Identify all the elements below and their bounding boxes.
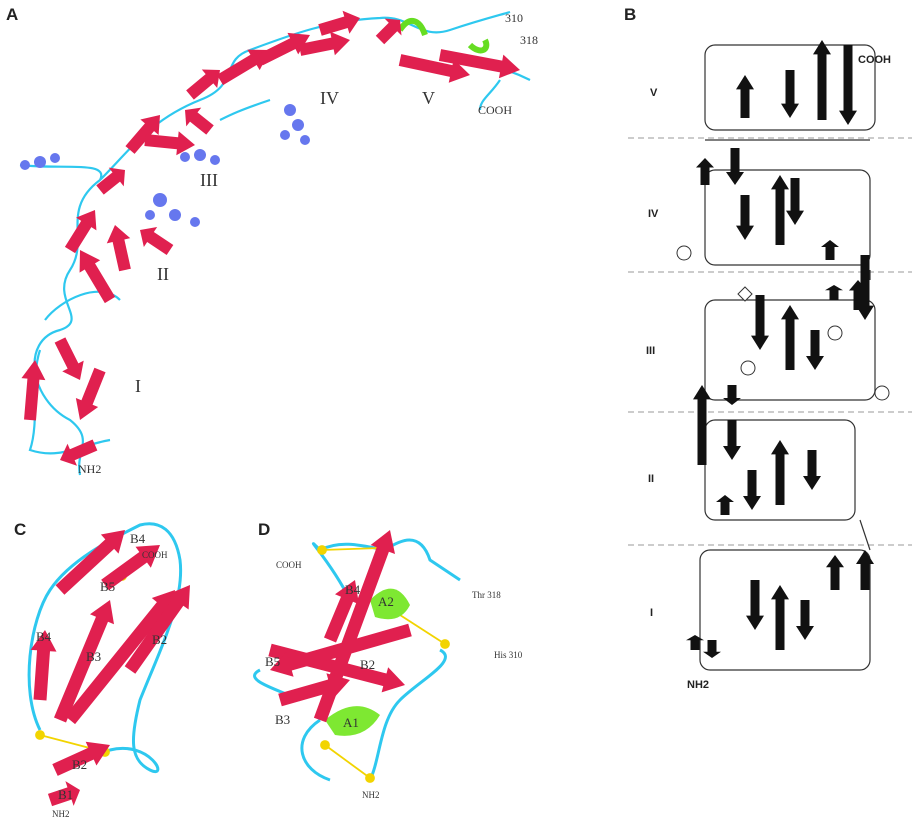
domain-label: II [648,473,654,485]
domain-label: III [646,345,655,357]
domain-label: IV [320,88,339,108]
panel-label: D [258,520,270,539]
strand-label: B4 [130,531,146,546]
terminus-label: NH2 [52,809,70,819]
strand-label: B2 [360,657,375,672]
domain-label: I [650,607,653,619]
strand-label: B5 [265,654,280,669]
domain-label: V [422,88,435,108]
terminus-label: COOH [276,560,302,570]
strand-label: B4 [36,629,52,644]
panel-label: B [624,5,636,24]
domain-label: V [650,87,658,99]
domain-label: I [135,376,141,396]
background [0,0,915,823]
terminus-label: NH2 [362,790,380,800]
strand-label: B3 [86,649,101,664]
terminus-label: COOH [858,54,891,66]
strand-label: B3 [275,712,290,727]
terminus-label: NH2 [78,462,101,476]
panel-label: A [6,5,18,24]
panel-label: C [14,520,26,539]
terminus-label: COOH [478,103,512,117]
terminus-label: COOH [142,550,168,560]
helix-label: A1 [343,715,359,730]
strand-label: B1 [58,787,73,802]
strand-label: B2 [152,632,167,647]
residue-label: Thr 318 [472,590,501,600]
strand-label: B2 [72,757,87,772]
strand-label: B4 [345,582,361,597]
strand-label: B5 [100,579,115,594]
residue-label: 318 [520,33,538,47]
figure: A B C D 310 318 IV V COOH III II I NH2 V… [0,0,915,823]
domain-label: IV [648,208,659,220]
domain-label: II [157,264,169,284]
domain-label: III [200,170,218,190]
terminus-label: NH2 [687,679,709,691]
helix-label: A2 [378,594,394,609]
residue-label: His 310 [494,650,523,660]
residue-label: 310 [505,11,523,25]
